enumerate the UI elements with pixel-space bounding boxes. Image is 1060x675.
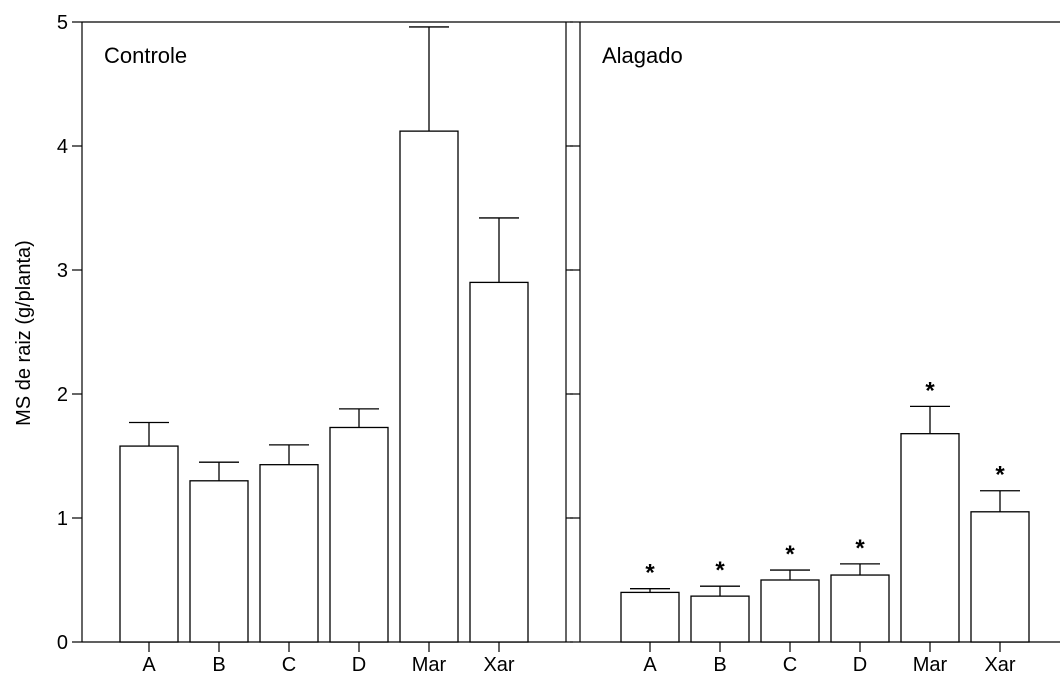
significance-star: * <box>995 462 1005 489</box>
bar-b <box>189 480 249 643</box>
bar-mar <box>399 130 459 643</box>
significance-star: * <box>715 557 725 584</box>
bar-xar <box>970 511 1030 643</box>
panel-alagado: Alagado * A * B * C * D * Mar * Xar <box>570 21 1060 675</box>
bar-c <box>259 464 319 643</box>
y-tick-label: 1 <box>57 508 68 530</box>
x-tick-label: C <box>282 654 296 675</box>
panel-label: Alagado <box>602 43 683 68</box>
x-tick-label: A <box>142 654 156 675</box>
y-tick-label: 5 <box>57 12 68 34</box>
x-tick-label: Xar <box>984 654 1015 675</box>
y-tick-label: 2 <box>57 384 68 406</box>
x-tick-label: C <box>783 654 797 675</box>
x-tick-label: Mar <box>913 654 948 675</box>
y-tick-label: 4 <box>57 136 68 158</box>
chart-panels: 0 1 2 3 4 5 Controle A B C D Mar Xar Alagado * A * B * C * D *… <box>57 12 1060 675</box>
y-tick-label: 3 <box>57 260 68 282</box>
x-tick-label: D <box>352 654 366 675</box>
significance-star: * <box>855 535 865 562</box>
bar-b <box>690 595 750 643</box>
x-tick-label: A <box>643 654 657 675</box>
x-tick-label: Mar <box>412 654 447 675</box>
panel-label: Controle <box>104 43 187 68</box>
y-tick-label: 0 <box>57 632 68 654</box>
bar-a <box>620 591 680 643</box>
bar-d <box>329 426 389 643</box>
x-tick-label: D <box>853 654 867 675</box>
panel-controle: 0 1 2 3 4 5 Controle A B C D Mar Xar <box>57 12 573 675</box>
bar-a <box>119 445 179 643</box>
bar-mar <box>900 433 960 643</box>
bar-c <box>760 579 820 643</box>
x-tick-label: B <box>212 654 225 675</box>
bar-xar <box>469 281 529 643</box>
significance-star: * <box>785 541 795 568</box>
significance-star: * <box>925 377 935 404</box>
x-tick-label: Xar <box>483 654 514 675</box>
bar-d <box>830 574 890 643</box>
significance-star: * <box>645 560 655 587</box>
x-tick-label: B <box>713 654 726 675</box>
y-axis-label: MS de raiz (g/planta) <box>13 240 35 426</box>
